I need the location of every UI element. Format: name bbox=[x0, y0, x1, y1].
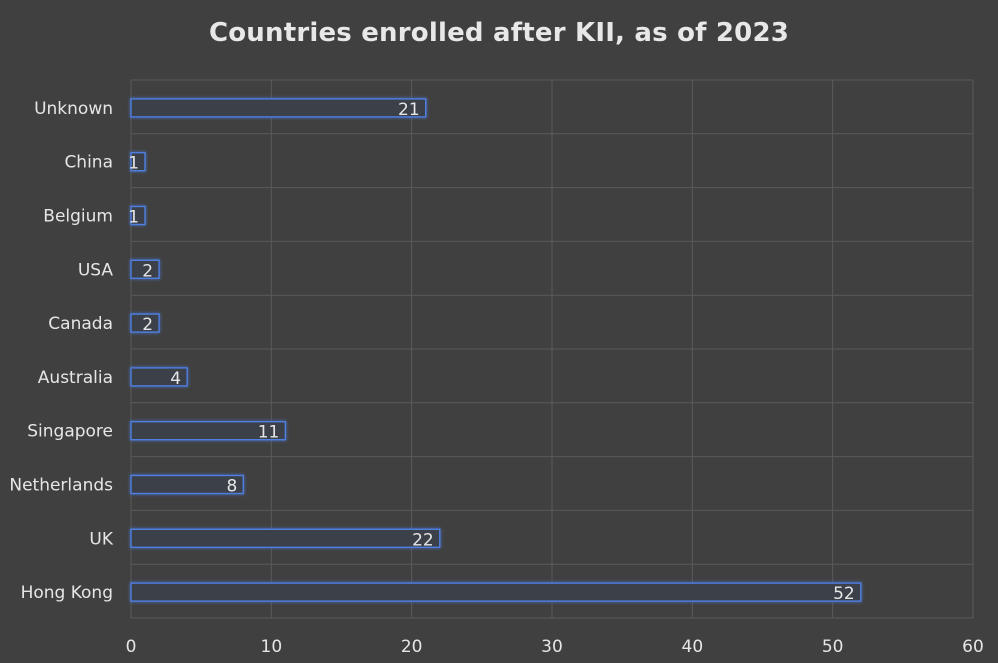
data-label: 2 bbox=[142, 315, 153, 335]
y-tick-label: Singapore bbox=[27, 422, 113, 442]
data-label: 52 bbox=[833, 584, 855, 604]
bar bbox=[130, 367, 188, 387]
x-tick-label: 40 bbox=[682, 637, 704, 657]
y-tick-label: USA bbox=[78, 260, 114, 280]
bar bbox=[130, 259, 160, 279]
bar bbox=[130, 474, 244, 495]
y-tick-label: Belgium bbox=[43, 207, 113, 227]
data-label: 11 bbox=[258, 423, 280, 443]
x-tick-label: 30 bbox=[541, 637, 563, 657]
x-tick-label: 10 bbox=[261, 637, 283, 657]
bar bbox=[130, 582, 862, 602]
data-label: 1 bbox=[128, 154, 139, 174]
bar bbox=[130, 313, 160, 333]
y-tick-label: Unknown bbox=[34, 99, 113, 119]
x-tick-label: 60 bbox=[962, 637, 984, 657]
data-label: 4 bbox=[170, 369, 181, 389]
y-tick-label: Netherlands bbox=[9, 476, 113, 496]
y-tick-label: Canada bbox=[48, 314, 113, 334]
x-tick-label: 50 bbox=[822, 637, 844, 657]
grid-layer bbox=[130, 79, 974, 619]
data-label: 8 bbox=[226, 477, 237, 497]
bar bbox=[130, 205, 146, 226]
chart-title: Countries enrolled after KII, as of 2023 bbox=[208, 18, 790, 48]
bar bbox=[130, 528, 441, 548]
data-label: 21 bbox=[398, 100, 420, 120]
data-label: 1 bbox=[128, 208, 139, 228]
y-tick-label: Australia bbox=[38, 368, 113, 388]
x-tick-label: 20 bbox=[401, 637, 423, 657]
bar bbox=[130, 98, 427, 118]
y-tick-label: China bbox=[64, 153, 113, 173]
bar bbox=[130, 421, 287, 441]
y-tick-label: UK bbox=[89, 529, 113, 549]
y-tick-label: Hong Kong bbox=[21, 583, 113, 603]
data-label: 2 bbox=[142, 261, 153, 281]
bar bbox=[130, 151, 146, 172]
bar-layer bbox=[130, 98, 862, 602]
x-tick-label: 0 bbox=[126, 637, 137, 657]
data-label: 22 bbox=[412, 530, 434, 550]
